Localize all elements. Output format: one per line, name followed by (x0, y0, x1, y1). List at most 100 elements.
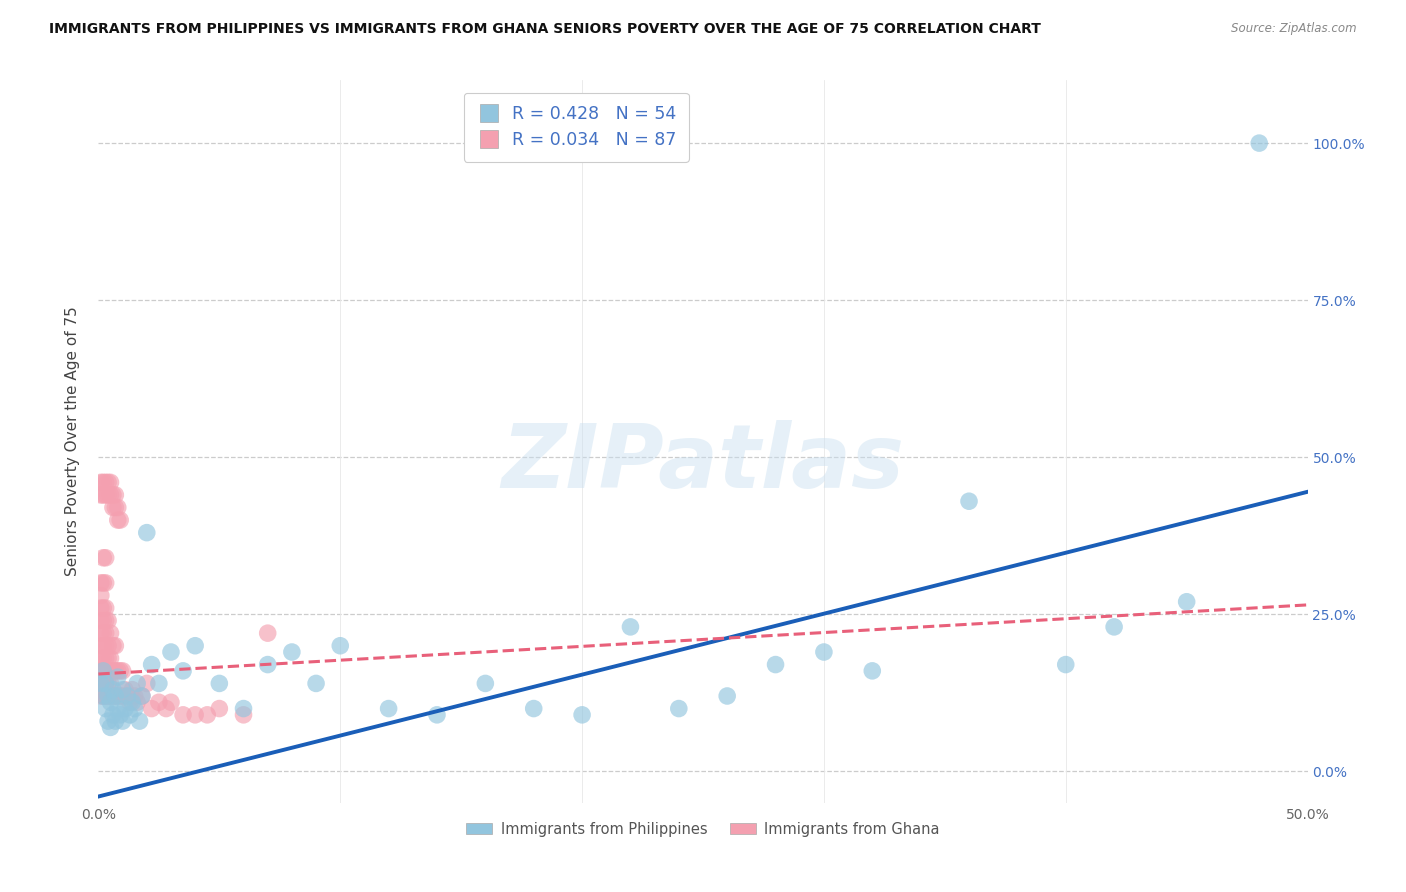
Point (232, 701, 254, 715)
Point (94, 475, 117, 490)
Point (155, 701, 177, 715)
Point (94, 626, 117, 640)
Point (101, 500, 124, 515)
Point (94, 639, 117, 653)
Point (131, 689, 153, 703)
Point (135, 525, 157, 540)
Point (94, 676, 117, 690)
Point (90, 601, 112, 615)
Point (97, 676, 120, 690)
Point (108, 689, 131, 703)
Point (111, 714, 134, 728)
Point (91, 626, 114, 640)
Point (127, 695, 149, 709)
Point (100, 475, 122, 490)
Point (101, 639, 124, 653)
Point (91, 550, 114, 565)
Point (111, 664, 134, 678)
Point (90, 589, 112, 603)
Point (101, 488, 124, 502)
Point (305, 676, 328, 690)
Point (91, 575, 114, 590)
Point (121, 682, 143, 697)
Point (121, 695, 143, 709)
Point (91, 689, 114, 703)
Point (94, 614, 117, 628)
Point (100, 720, 122, 734)
Point (108, 707, 131, 722)
Text: Source: ZipAtlas.com: Source: ZipAtlas.com (1232, 22, 1357, 36)
Point (100, 695, 122, 709)
Point (135, 676, 157, 690)
Point (91, 488, 114, 502)
Point (90, 475, 112, 490)
Point (474, 676, 496, 690)
Point (127, 676, 149, 690)
Point (100, 651, 122, 665)
Point (101, 682, 124, 697)
Point (97, 689, 120, 703)
Point (94, 651, 117, 665)
Point (94, 488, 117, 502)
Point (94, 575, 117, 590)
Point (148, 695, 170, 709)
Point (94, 550, 117, 565)
Point (668, 701, 690, 715)
Point (117, 689, 139, 703)
Point (97, 689, 120, 703)
Point (160, 645, 183, 659)
Point (1175, 595, 1198, 609)
Point (232, 707, 254, 722)
Point (97, 475, 120, 490)
Point (377, 701, 399, 715)
Point (97, 614, 120, 628)
Point (184, 707, 207, 722)
Point (101, 689, 124, 703)
Point (94, 701, 117, 715)
Point (256, 626, 278, 640)
Point (104, 488, 127, 502)
Point (90, 651, 112, 665)
Point (90, 664, 112, 678)
Point (172, 707, 194, 722)
Point (208, 676, 231, 690)
Point (104, 689, 127, 703)
Point (90, 626, 112, 640)
Point (329, 639, 352, 653)
Point (91, 614, 114, 628)
Point (90, 676, 112, 690)
Point (107, 664, 129, 678)
Point (91, 676, 114, 690)
Point (104, 689, 127, 703)
Point (1102, 620, 1125, 634)
Point (128, 714, 150, 728)
Point (619, 620, 641, 634)
Point (97, 639, 120, 653)
Point (114, 682, 136, 697)
Point (108, 513, 131, 527)
Point (104, 500, 127, 515)
Point (97, 664, 120, 678)
Point (131, 689, 153, 703)
Point (94, 689, 117, 703)
Point (124, 701, 146, 715)
Point (195, 707, 218, 722)
Point (91, 664, 114, 678)
Point (100, 676, 122, 690)
Point (107, 670, 129, 684)
Point (100, 689, 122, 703)
Point (813, 645, 835, 659)
Point (94, 601, 117, 615)
Legend: Immigrants from Philippines, Immigrants from Ghana: Immigrants from Philippines, Immigrants … (460, 816, 946, 842)
Y-axis label: Seniors Poverty Over the Age of 75: Seniors Poverty Over the Age of 75 (65, 307, 80, 576)
Point (90, 614, 112, 628)
Point (90, 488, 112, 502)
Text: IMMIGRANTS FROM PHILIPPINES VS IMMIGRANTS FROM GHANA SENIORS POVERTY OVER THE AG: IMMIGRANTS FROM PHILIPPINES VS IMMIGRANT… (49, 22, 1040, 37)
Point (90, 639, 112, 653)
Point (91, 651, 114, 665)
Point (97, 651, 120, 665)
Point (101, 664, 124, 678)
Point (117, 689, 139, 703)
Point (107, 701, 129, 715)
Point (90, 676, 112, 690)
